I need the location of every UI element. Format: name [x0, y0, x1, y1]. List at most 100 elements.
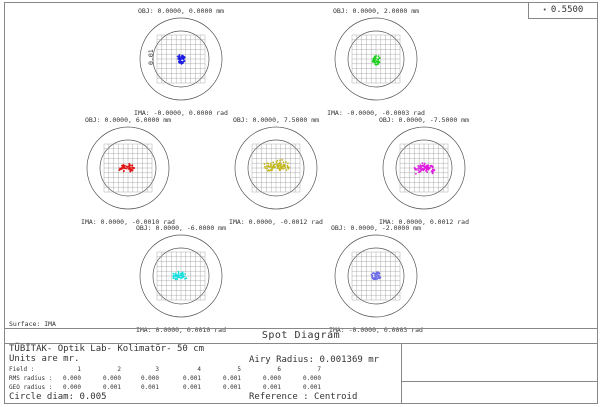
spot-field-2: OBJ: 0.0000, 2.0000 mm IMA: -0.0000, -0.…: [306, 7, 446, 119]
ray-point: [430, 170, 433, 172]
ray-point: [284, 166, 287, 169]
field-number: 5: [237, 366, 241, 373]
ray-point: [375, 278, 377, 281]
ray-point: [272, 161, 274, 164]
ray-point: [172, 275, 175, 278]
ray-point: [174, 272, 177, 275]
ray-point: [125, 167, 128, 170]
spot-ima-label: IMA: 0.0000, 0.0010 rad: [135, 326, 226, 334]
spot-ima-label: IMA: -0.0000, 0.0003 rad: [329, 326, 423, 334]
ray-point: [183, 60, 186, 62]
ray-point: [431, 165, 434, 168]
geo-value: 0.001: [222, 384, 241, 391]
ray-point: [275, 163, 278, 166]
ray-point: [372, 278, 375, 281]
ray-point: [264, 165, 266, 168]
geo-value: 0.001: [262, 384, 281, 391]
ray-point: [378, 61, 381, 64]
ray-point: [414, 168, 417, 171]
ray-point: [281, 159, 284, 161]
ray-point: [425, 169, 427, 172]
wavelength-value: 0.5500: [550, 5, 584, 15]
ray-point: [185, 277, 188, 279]
ray-point: [417, 165, 420, 167]
ray-point: [377, 271, 379, 274]
side-divider: [401, 381, 597, 382]
ray-point: [417, 169, 419, 171]
ray-point: [285, 161, 287, 163]
ray-point: [266, 167, 268, 170]
spot-ima-label: IMA: 0.0000, -0.0012 rad: [229, 218, 323, 226]
ray-point: [124, 167, 127, 170]
field-number: 4: [197, 366, 201, 373]
footer-side-panel: [401, 343, 597, 404]
ray-point: [267, 163, 270, 165]
ray-point: [377, 58, 380, 61]
ray-point: [378, 57, 381, 59]
ray-point: [282, 161, 285, 164]
spot-obj-label: OBJ: 0.0000, 7.5000 mm: [232, 116, 320, 124]
spot-field-4: OBJ: 0.0000, 7.5000 mm IMA: 0.0000, -0.0…: [206, 116, 346, 228]
ray-point: [181, 276, 184, 279]
ray-point: [377, 62, 379, 65]
ray-point: [426, 168, 429, 171]
geo-value: 0.001: [102, 384, 121, 391]
ray-point: [375, 55, 377, 57]
ray-point: [266, 165, 269, 168]
ray-point: [374, 59, 376, 62]
ray-point: [275, 161, 278, 164]
spot-diagram-window: • 0.5500 OBJ: 0.0000, 0.0000 mm IMA: -0.0…: [4, 2, 598, 404]
ray-point: [423, 168, 426, 171]
spot-ima-label: IMA: -0.0000, -0.0003 rad: [327, 109, 425, 117]
ray-point: [426, 171, 428, 173]
ray-point: [174, 275, 177, 278]
ray-point: [430, 164, 433, 167]
plot-area: • 0.5500 OBJ: 0.0000, 0.0000 mm IMA: -0.0…: [5, 3, 597, 334]
spot-ima-label: IMA: 0.0000, 0.0012 rad: [378, 218, 469, 226]
ray-point: [181, 56, 184, 59]
ray-point: [274, 166, 276, 168]
ray-point: [130, 167, 132, 169]
ray-point: [378, 272, 381, 275]
ray-point: [131, 166, 134, 169]
ray-point: [286, 166, 289, 169]
ray-point: [282, 167, 285, 170]
spot-plot: [234, 126, 318, 210]
info-footer: Spot Diagram TÜBİTAK- Optik Lab- Kolimat…: [5, 328, 597, 405]
spot-obj-label: OBJ: 0.0000, 6.0000 mm: [84, 116, 172, 124]
scale-label: 0.01: [147, 49, 155, 65]
field-number: 6: [277, 366, 281, 373]
footer-title: Spot Diagram: [5, 329, 597, 344]
spot-plot: [334, 234, 418, 318]
spot-ima-label: IMA: 0.0000, -0.0010 rad: [81, 218, 175, 226]
geo-row-label: GEO radius :: [9, 384, 53, 391]
ray-point: [180, 62, 183, 65]
spot-plot: [139, 17, 223, 101]
spot-grid: [156, 34, 206, 84]
ray-point: [128, 162, 131, 165]
ray-point: [177, 273, 180, 276]
ray-point: [178, 274, 181, 277]
ray-point: [172, 277, 175, 280]
ray-point: [177, 272, 180, 275]
ray-point: [375, 275, 378, 278]
spot-obj-label: OBJ: 0.0000, 0.0000 mm: [137, 7, 225, 15]
ray-point: [374, 61, 377, 64]
ray-point: [276, 159, 279, 162]
ray-point: [180, 277, 182, 280]
wavelength-marker-icon: •: [542, 6, 547, 14]
ray-point: [276, 164, 279, 166]
spot-plot: [382, 126, 466, 210]
wavelength-legend: • 0.5500: [528, 3, 597, 19]
rms-value: 0.000: [140, 375, 159, 382]
ray-point: [271, 167, 274, 170]
ray-point: [370, 273, 373, 276]
ray-point: [419, 170, 422, 172]
ray-point: [415, 173, 417, 175]
reference-text: Reference : Centroid: [249, 392, 358, 402]
rms-value: 0.001: [182, 375, 201, 382]
ray-point: [181, 274, 184, 276]
ray-point: [125, 165, 128, 168]
ray-point: [129, 169, 131, 171]
ray-point: [279, 159, 281, 161]
